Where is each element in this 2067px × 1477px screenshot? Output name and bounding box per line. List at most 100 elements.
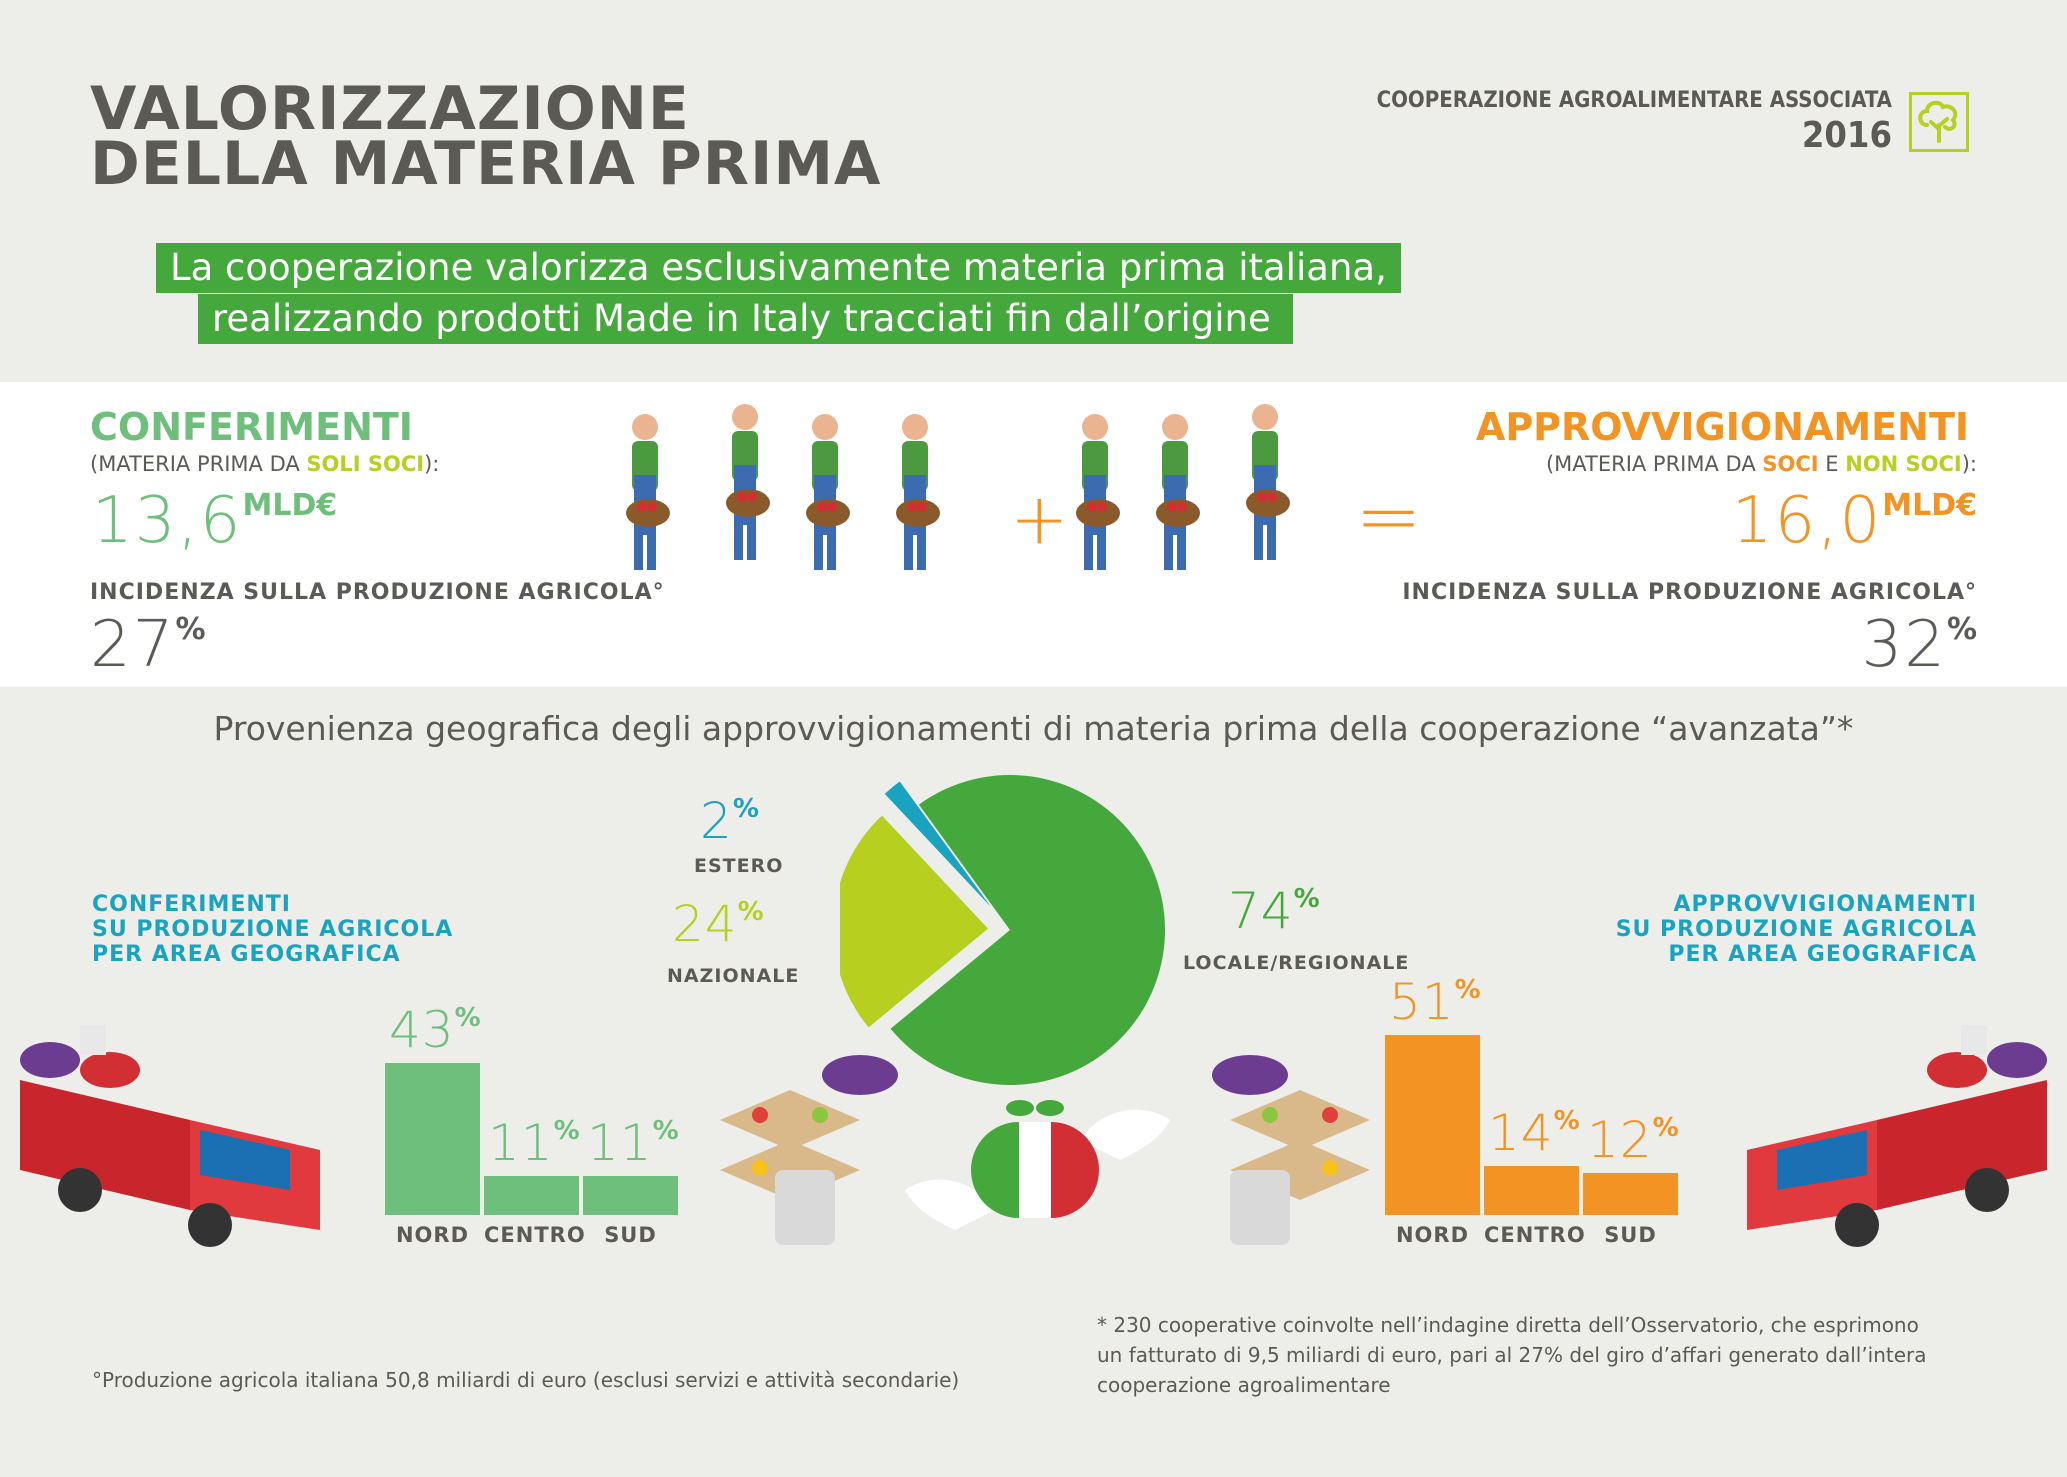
incidenza-number: 32 bbox=[1861, 608, 1947, 682]
subtitle-mid: E bbox=[1818, 452, 1846, 476]
geo-caption-left: CONFERIMENTI SU PRODUZIONE AGRICOLA PER … bbox=[92, 892, 453, 967]
incidenza-unit: % bbox=[175, 612, 206, 647]
title-line-2: DELLA MATERIA PRIMA bbox=[90, 129, 882, 199]
origin-pie-chart bbox=[840, 775, 1165, 1085]
summary-band bbox=[0, 382, 2067, 687]
pie-label-locale: LOCALE/REGIONALE bbox=[1183, 952, 1410, 974]
pie-label-estero: ESTERO bbox=[694, 855, 784, 877]
approvvigionamenti-incidenza-value: 32% bbox=[1862, 608, 1978, 682]
value-suffix: % bbox=[454, 1003, 482, 1034]
red-truck-left-icon bbox=[20, 1025, 320, 1247]
conferimenti-bar-centro bbox=[484, 1176, 579, 1215]
approvvigionamenti-bar-chart: 51% NORD 14% CENTRO 12% SUD bbox=[1385, 973, 1685, 1260]
value-suffix: % bbox=[1454, 975, 1482, 1005]
value-number: 16,0 bbox=[1731, 484, 1883, 558]
value-number: 12 bbox=[1587, 1110, 1653, 1169]
pie-slice-estero bbox=[884, 781, 991, 907]
caption-line-2: SU PRODUZIONE AGRICOLA bbox=[1615, 917, 1977, 942]
subtitle-highlight: SOLI SOCI bbox=[306, 452, 425, 476]
caption-line-3: PER AREA GEOGRAFICA bbox=[92, 942, 401, 967]
value-suffix: % bbox=[1553, 1105, 1581, 1136]
incidenza-number: 27 bbox=[90, 608, 176, 682]
tree-logo-icon bbox=[1909, 92, 1969, 152]
value-number: 11 bbox=[488, 1114, 554, 1173]
farmer-2-icon bbox=[726, 404, 770, 560]
caption-line-1: CONFERIMENTI bbox=[92, 892, 291, 917]
value-number: 51 bbox=[1389, 973, 1455, 1031]
value-suffix: % bbox=[1652, 1112, 1680, 1143]
page-title: VALORIZZAZIONE DELLA MATERIA PRIMA bbox=[90, 74, 882, 199]
approvvigionamenti-bar-sud bbox=[1583, 1172, 1678, 1215]
conferimenti-value-centro: 11% bbox=[488, 1114, 581, 1172]
value-number: 11 bbox=[587, 1114, 653, 1173]
conferimenti-bar-chart: 43% NORD 11% CENTRO 11% SUD bbox=[385, 990, 685, 1260]
pie-label-nazionale: NAZIONALE bbox=[667, 965, 800, 987]
banner-line-2: realizzando prodotti Made in Italy tracc… bbox=[198, 294, 1293, 344]
farmer-3-icon bbox=[806, 414, 850, 570]
farmer-7-icon bbox=[1246, 404, 1290, 560]
red-truck-right-icon bbox=[1747, 1025, 2047, 1247]
approvvigionamenti-label-nord: NORD bbox=[1395, 1223, 1470, 1247]
footnote-line-1: * 230 cooperative coinvolte nell’indagin… bbox=[1097, 1313, 1919, 1337]
conferimenti-subtitle: (MATERIA PRIMA DA SOLI SOCI): bbox=[90, 452, 439, 476]
value-suffix: % bbox=[553, 1116, 581, 1147]
footnote-line-2: un fatturato di 9,5 miliardi di euro, pa… bbox=[1097, 1343, 1927, 1367]
title-line-1: VALORIZZAZIONE bbox=[90, 74, 690, 144]
conferimenti-heading: CONFERIMENTI bbox=[90, 405, 413, 449]
conferimenti-incidenza-value: 27% bbox=[90, 608, 206, 682]
subtitle-highlight-2: NON SOCI bbox=[1845, 452, 1962, 476]
suffix: % bbox=[737, 897, 765, 927]
equals-sign: = bbox=[1355, 470, 1423, 563]
footnote-right: * 230 cooperative coinvolte nell’indagin… bbox=[1097, 1310, 1927, 1400]
conferimenti-bar-nord bbox=[385, 1063, 480, 1215]
approvvigionamenti-value-sud: 12% bbox=[1587, 1111, 1680, 1169]
pie-slice-locale bbox=[890, 775, 1165, 1085]
approvvigionamenti-subtitle: (MATERIA PRIMA DA SOCI E NON SOCI): bbox=[1546, 452, 1977, 476]
suffix: % bbox=[732, 794, 760, 824]
value-number: 43 bbox=[389, 1001, 455, 1060]
value-number: 14 bbox=[1488, 1103, 1554, 1162]
organization-name: COOPERAZIONE AGROALIMENTARE ASSOCIATA bbox=[1376, 88, 1892, 113]
farmer-5-icon bbox=[1076, 414, 1120, 570]
pie-label-nazionale-value: 24% bbox=[672, 895, 765, 953]
value-unit: MLD€ bbox=[1882, 488, 1977, 523]
pie-slice-nazionale bbox=[840, 815, 989, 1028]
pie-label-estero-value: 2% bbox=[700, 792, 760, 850]
conferimenti-label-sud: SUD bbox=[604, 1223, 657, 1247]
approvvigionamenti-value-centro: 14% bbox=[1488, 1104, 1581, 1162]
caption-line-3: PER AREA GEOGRAFICA bbox=[1668, 942, 1977, 967]
value: 24 bbox=[672, 895, 738, 953]
caption-line-2: SU PRODUZIONE AGRICOLA bbox=[92, 917, 454, 942]
crates-left-icon bbox=[720, 1055, 898, 1245]
conferimenti-incidenza-label: INCIDENZA SULLA PRODUZIONE AGRICOLA° bbox=[90, 580, 665, 605]
subtitle-end: ): bbox=[1961, 452, 1977, 476]
approvvigionamenti-incidenza-label: INCIDENZA SULLA PRODUZIONE AGRICOLA° bbox=[1402, 580, 1977, 605]
year: 2016 bbox=[1801, 115, 1892, 156]
footnote-line-3: cooperazione agroalimentare bbox=[1097, 1373, 1391, 1397]
pie-title: Provenienza geografica degli approvvigio… bbox=[213, 709, 1854, 748]
approvvigionamenti-value: 16,0MLD€ bbox=[1732, 484, 1977, 558]
approvvigionamenti-label-centro: CENTRO bbox=[1484, 1223, 1586, 1247]
pie-label-locale-value: 74% bbox=[1228, 882, 1321, 940]
subtitle-end: ): bbox=[424, 452, 440, 476]
banner-line-1: La cooperazione valorizza esclusivamente… bbox=[156, 243, 1401, 293]
farmer-1-icon bbox=[626, 414, 670, 570]
conferimenti-label-nord: NORD bbox=[395, 1223, 470, 1247]
italian-apple-hands-icon bbox=[905, 1100, 1170, 1230]
subtitle-highlight-1: SOCI bbox=[1762, 452, 1819, 476]
approvvigionamenti-bar-nord bbox=[1385, 1035, 1480, 1215]
approvvigionamenti-label-sud: SUD bbox=[1604, 1223, 1657, 1247]
footnote-left: °Produzione agricola italiana 50,8 milia… bbox=[92, 1368, 960, 1392]
value-suffix: % bbox=[652, 1116, 680, 1147]
conferimenti-bar-sud bbox=[583, 1176, 678, 1215]
geo-caption-right: APPROVVIGIONAMENTI SU PRODUZIONE AGRICOL… bbox=[1616, 892, 1977, 967]
incidenza-unit: % bbox=[1946, 612, 1977, 647]
conferimenti-label-centro: CENTRO bbox=[484, 1223, 586, 1247]
farmers-illustration bbox=[626, 404, 1290, 570]
subtitle-text: (MATERIA PRIMA DA bbox=[1545, 452, 1763, 476]
farmer-4-icon bbox=[896, 414, 940, 570]
value: 74 bbox=[1228, 882, 1294, 940]
conferimenti-value-sud: 11% bbox=[587, 1114, 680, 1172]
subtitle-text: (MATERIA PRIMA DA bbox=[90, 452, 307, 476]
conferimenti-value: 13,6MLD€ bbox=[92, 484, 337, 558]
